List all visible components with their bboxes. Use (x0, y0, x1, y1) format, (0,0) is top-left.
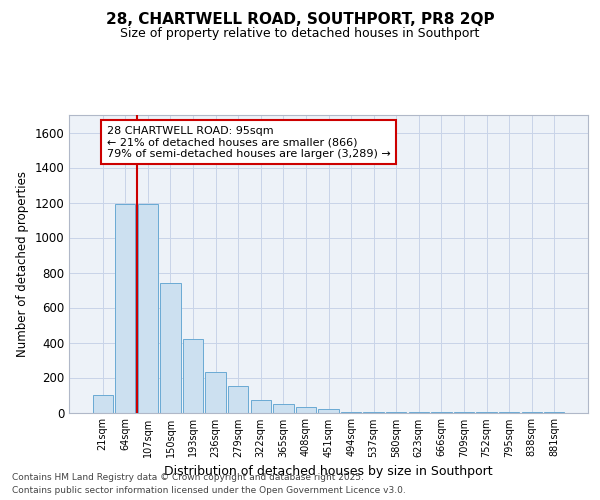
Y-axis label: Number of detached properties: Number of detached properties (16, 171, 29, 357)
Text: 28, CHARTWELL ROAD, SOUTHPORT, PR8 2QP: 28, CHARTWELL ROAD, SOUTHPORT, PR8 2QP (106, 12, 494, 28)
Bar (92, 395, 113, 412)
Bar (183, 339, 203, 412)
Bar (296, 407, 316, 412)
Text: Size of property relative to detached houses in Southport: Size of property relative to detached ho… (121, 28, 479, 40)
Bar (205, 372, 226, 412)
Bar (319, 409, 338, 412)
Text: Contains public sector information licensed under the Open Government Licence v3: Contains public sector information licen… (12, 486, 406, 495)
X-axis label: Distribution of detached houses by size in Southport: Distribution of detached houses by size … (164, 465, 493, 478)
Text: Contains HM Land Registry data © Crown copyright and database right 2025.: Contains HM Land Registry data © Crown c… (12, 472, 364, 482)
Text: 28 CHARTWELL ROAD: 95sqm
← 21% of detached houses are smaller (866)
79% of semi-: 28 CHARTWELL ROAD: 95sqm ← 21% of detach… (107, 126, 391, 158)
Bar (273, 404, 293, 412)
Bar (251, 400, 271, 412)
Bar (138, 204, 158, 412)
Bar (228, 386, 248, 412)
Bar (160, 283, 181, 412)
Bar (115, 204, 136, 412)
